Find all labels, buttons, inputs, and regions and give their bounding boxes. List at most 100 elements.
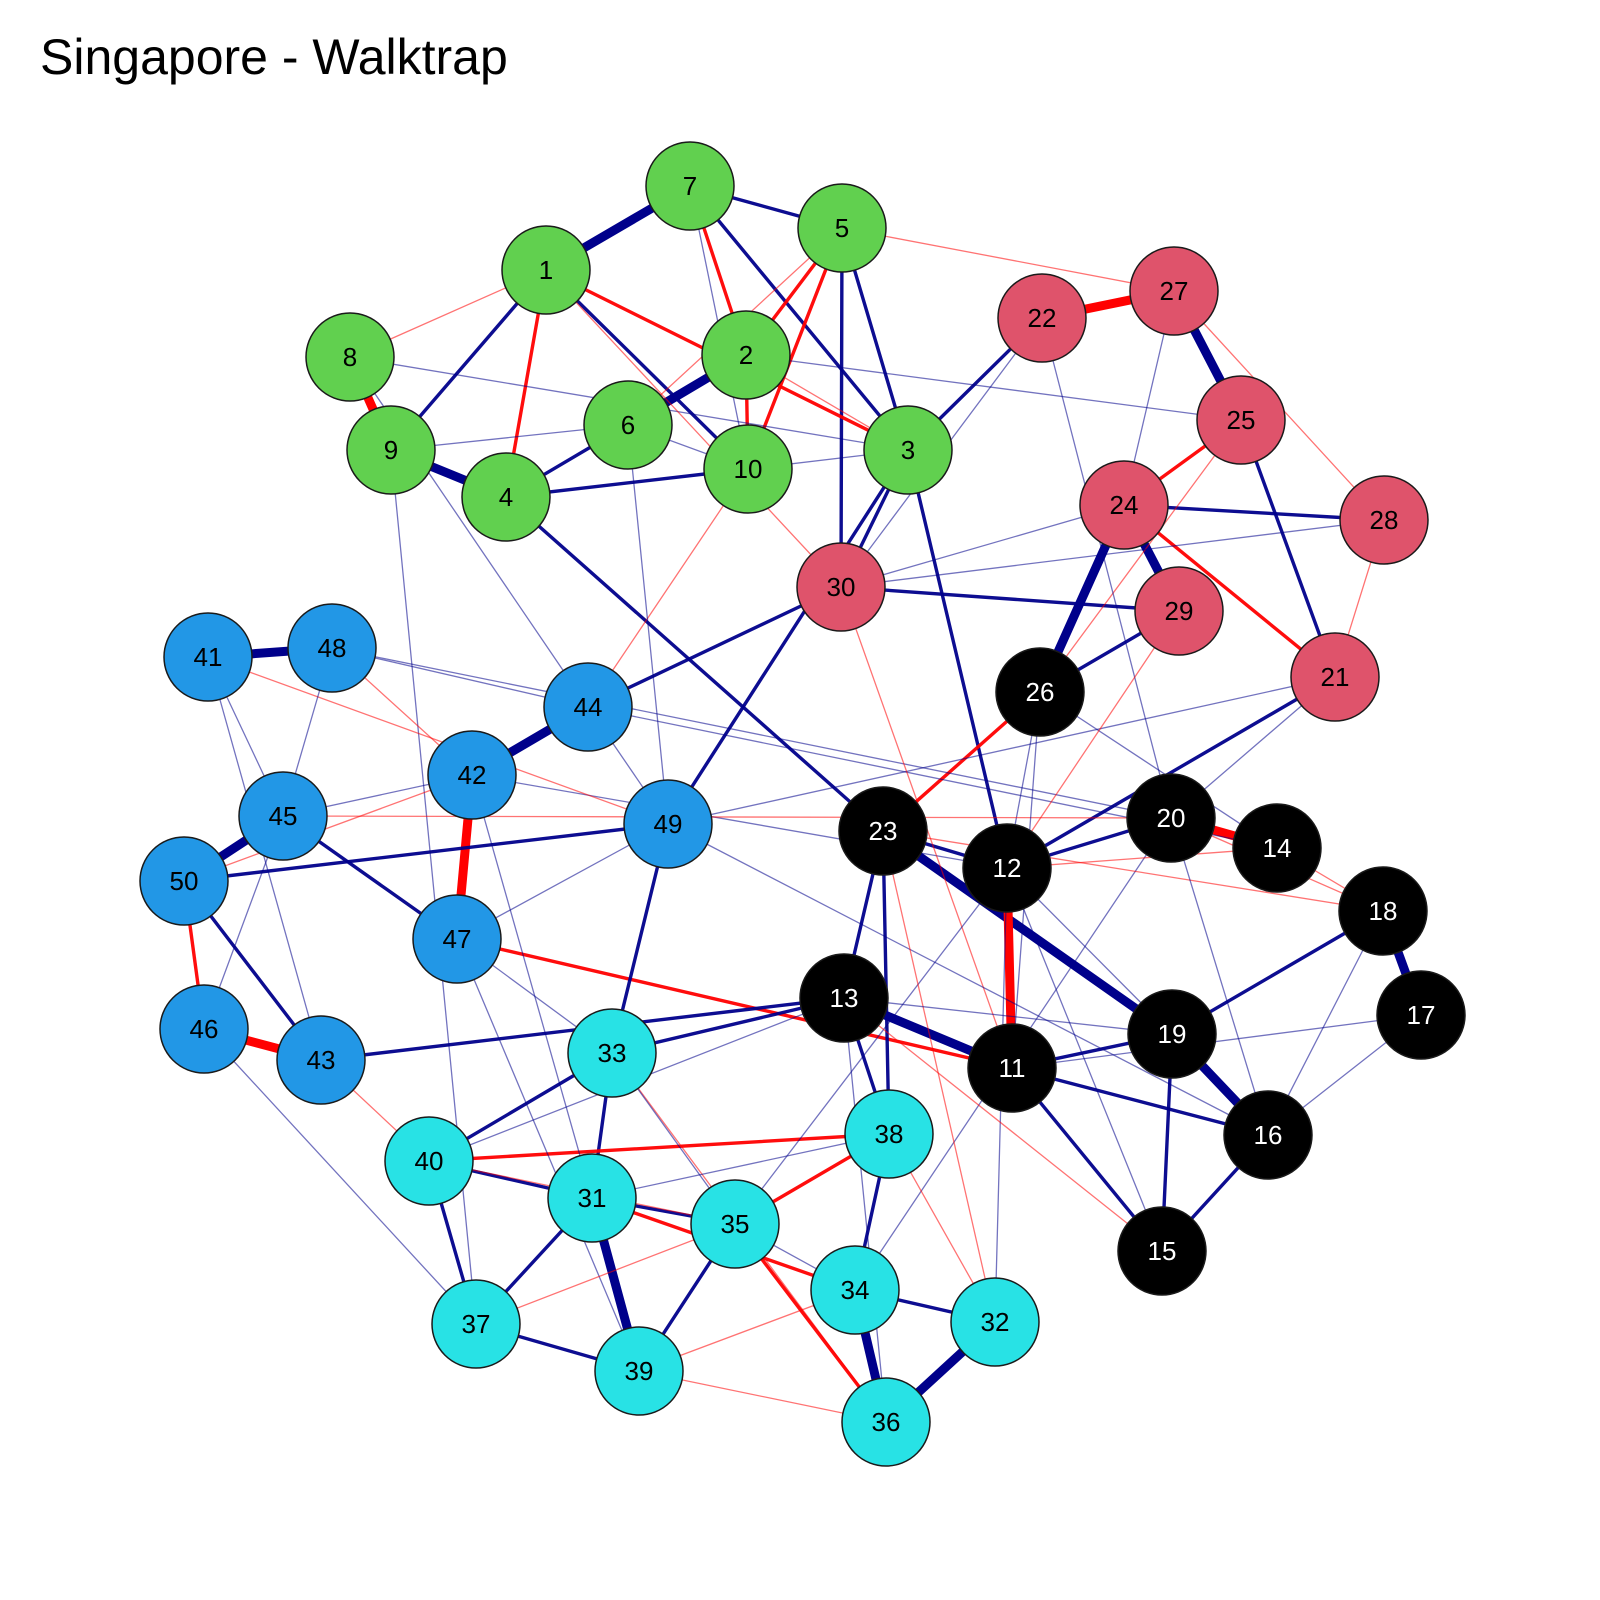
node-34: 34 [810,1245,900,1335]
edge-1-30 [545,269,842,588]
node-label-28: 28 [1370,505,1399,535]
edge-25-21 [1239,418,1337,679]
node-label-39: 39 [625,1356,654,1386]
node-circle-33 [567,1008,657,1098]
edge-10-44 [587,468,749,708]
node-2: 2 [701,310,791,400]
node-circle-15 [1117,1206,1207,1296]
node-circle-12 [962,823,1052,913]
node-label-18: 18 [1369,896,1398,926]
node-24: 24 [1079,460,1169,550]
node-circle-28 [1339,475,1429,565]
node-circle-36 [841,1377,931,1467]
node-circle-9 [346,405,436,495]
node-label-44: 44 [574,692,603,722]
node-label-10: 10 [734,454,763,484]
edge-48-20 [331,647,1172,819]
node-22: 22 [997,273,1087,363]
node-label-4: 4 [499,482,513,512]
node-label-32: 32 [981,1307,1010,1337]
edge-15-12 [1006,867,1163,1252]
node-label-11: 11 [999,1053,1026,1083]
node-circle-11 [967,1023,1057,1113]
node-label-43: 43 [307,1045,336,1075]
node-circle-22 [997,273,1087,363]
node-32: 32 [950,1277,1040,1367]
edge-36-13 [843,997,887,1423]
node-12: 12 [962,823,1052,913]
edge-49-21 [667,676,1336,825]
node-circle-10 [703,424,793,514]
edge-5-30 [839,226,844,589]
node-10: 10 [703,424,793,514]
nodes-layer: 1234567891011121314151617181920212223242… [139,141,1466,1467]
node-label-19: 19 [1158,1019,1187,1049]
edge-45-20 [282,815,1172,819]
node-label-38: 38 [875,1119,904,1149]
node-circle-39 [594,1326,684,1416]
node-45: 45 [238,771,328,861]
node-17: 17 [1376,970,1466,1060]
node-label-22: 22 [1028,303,1057,333]
edge-37-35 [475,1223,736,1325]
node-circle-13 [799,953,889,1043]
edge-5-27 [841,227,1175,292]
edge-3-12 [906,448,1009,870]
node-3: 3 [863,405,953,495]
node-label-30: 30 [827,572,856,602]
node-33: 33 [567,1008,657,1098]
node-46: 46 [159,984,249,1074]
edge-6-49 [627,424,669,825]
node-circle-2 [701,310,791,400]
node-label-47: 47 [443,924,472,954]
node-21: 21 [1290,632,1380,722]
node-circle-6 [583,380,673,470]
node-label-16: 16 [1254,1120,1283,1150]
node-36: 36 [841,1377,931,1467]
node-label-40: 40 [415,1146,444,1176]
node-circle-8 [305,312,395,402]
node-label-17: 17 [1407,1000,1436,1030]
node-circle-1 [501,225,591,315]
edge-42-50 [183,774,473,882]
node-label-27: 27 [1160,276,1189,306]
node-26: 26 [995,647,1085,737]
node-28: 28 [1339,475,1429,565]
node-label-2: 2 [739,340,753,370]
node-label-12: 12 [993,853,1022,883]
node-circle-16 [1223,1090,1313,1180]
node-label-49: 49 [654,809,683,839]
edge-25-26 [1039,419,1242,693]
node-circle-21 [1290,632,1380,722]
node-5: 5 [797,183,887,273]
node-25: 25 [1196,375,1286,465]
node-11: 11 [967,1023,1057,1113]
node-circle-14 [1232,803,1322,893]
node-label-48: 48 [318,633,347,663]
node-27: 27 [1129,246,1219,336]
node-circle-20 [1126,773,1216,863]
node-label-35: 35 [721,1209,750,1239]
node-label-20: 20 [1157,803,1186,833]
edge-1-10 [544,268,750,471]
edge-7-3 [688,184,910,452]
node-label-9: 9 [384,435,398,465]
node-label-6: 6 [621,410,635,440]
node-label-42: 42 [458,760,487,790]
edge-35-12 [734,867,1008,1225]
node-44: 44 [543,662,633,752]
node-circle-48 [287,603,377,693]
node-43: 43 [276,1015,366,1105]
edge-29-12 [1006,610,1180,869]
edge-40-38 [427,1132,891,1163]
node-47: 47 [412,894,502,984]
edge-30-24 [840,504,1125,588]
node-circle-43 [276,1015,366,1105]
node-label-14: 14 [1263,833,1292,863]
node-label-23: 23 [869,816,898,846]
edge-13-19 [843,997,1173,1035]
node-35: 35 [690,1179,780,1269]
node-6: 6 [583,380,673,470]
node-circle-24 [1079,460,1169,550]
